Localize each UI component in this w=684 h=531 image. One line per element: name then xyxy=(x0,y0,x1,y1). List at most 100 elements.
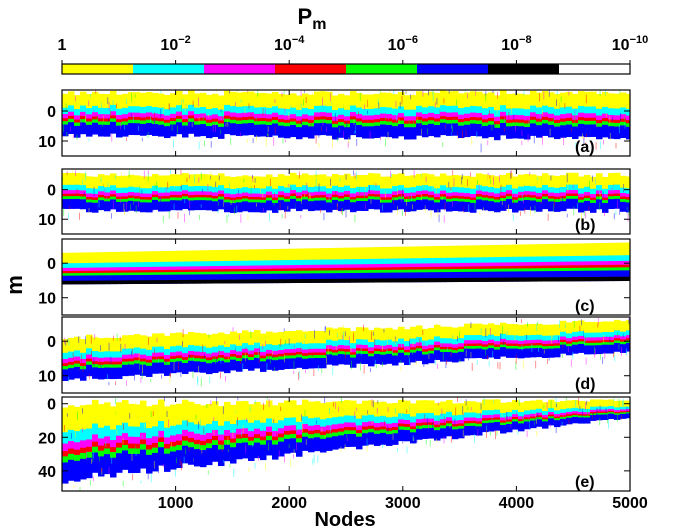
heatmap-cell xyxy=(104,280,111,285)
heatmap-cell xyxy=(386,343,393,349)
heatmap-cell xyxy=(296,442,297,451)
heatmap-cell xyxy=(68,446,75,454)
heatmap-cell xyxy=(530,199,537,211)
heatmap-cell xyxy=(108,342,110,351)
heatmap-cell xyxy=(171,403,173,407)
heatmap-cell xyxy=(336,204,338,211)
heatmap-cell xyxy=(392,351,399,356)
heatmap-cell xyxy=(80,189,87,195)
heatmap-cell xyxy=(298,372,299,381)
heatmap-cell xyxy=(536,341,543,346)
heatmap-cell xyxy=(512,416,519,420)
heatmap-cell xyxy=(380,328,387,341)
heatmap-cell xyxy=(158,357,165,363)
heatmap-cell xyxy=(524,244,531,257)
heatmap-cell xyxy=(152,105,159,114)
heatmap-cell xyxy=(63,207,65,217)
heatmap-cell xyxy=(494,334,501,342)
heatmap-cell xyxy=(452,118,459,124)
heatmap-cell xyxy=(320,104,327,113)
heatmap-cell xyxy=(290,436,297,453)
heatmap-cell xyxy=(152,361,159,374)
heatmap-cell xyxy=(206,358,213,364)
heatmap-cell xyxy=(596,173,603,186)
heatmap-cell xyxy=(585,142,587,146)
heatmap-cell xyxy=(236,201,243,213)
heatmap-cell xyxy=(296,330,303,343)
heatmap-cell xyxy=(462,406,464,415)
heatmap-cell xyxy=(104,452,111,475)
heatmap-cell xyxy=(200,260,207,267)
heatmap-cell xyxy=(212,117,219,122)
heatmap-cell xyxy=(440,195,447,200)
heatmap-cell xyxy=(572,412,579,416)
heatmap-cell xyxy=(95,90,97,94)
heatmap-cell xyxy=(194,422,201,434)
heatmap-cell xyxy=(368,346,375,351)
heatmap-cell xyxy=(132,115,134,123)
heatmap-cell xyxy=(446,422,453,427)
heatmap-cell xyxy=(586,400,588,405)
heatmap-cell xyxy=(359,92,361,102)
heatmap-cell xyxy=(194,106,201,115)
heatmap-cell xyxy=(350,347,352,353)
heatmap-cell xyxy=(62,192,69,197)
heatmap-cell xyxy=(128,273,135,285)
heatmap-cell xyxy=(338,278,345,283)
heatmap-cell xyxy=(402,189,404,197)
heatmap-cell xyxy=(440,114,447,120)
heatmap-cell xyxy=(206,260,213,267)
heatmap-cell xyxy=(620,112,627,119)
heatmap-cell xyxy=(584,119,591,125)
heatmap-cell xyxy=(494,95,501,111)
heatmap-cell xyxy=(554,342,561,346)
heatmap-cell xyxy=(383,411,385,418)
heatmap-cell xyxy=(386,429,393,435)
heatmap-cell xyxy=(584,276,591,282)
heatmap-cell xyxy=(408,196,410,201)
colorbar-label: Pm xyxy=(298,4,327,33)
heatmap-cell xyxy=(68,91,75,106)
heatmap-cell xyxy=(200,405,207,426)
heatmap-cell xyxy=(116,440,123,448)
heatmap-cell xyxy=(488,408,495,415)
heatmap-cell xyxy=(542,264,549,269)
heatmap-cell xyxy=(590,254,597,262)
heatmap-cell xyxy=(206,124,213,139)
heatmap-cell xyxy=(614,192,621,196)
heatmap-cell xyxy=(500,118,507,123)
heatmap-cell xyxy=(392,184,399,192)
heatmap-cell xyxy=(210,141,212,148)
heatmap-cell xyxy=(296,346,303,352)
heatmap-cell xyxy=(452,125,453,133)
heatmap-cell xyxy=(74,107,81,116)
heatmap-cell xyxy=(596,107,603,116)
heatmap-cell xyxy=(536,267,543,272)
heatmap-cell xyxy=(140,116,147,121)
heatmap-cell xyxy=(450,186,452,191)
heatmap-cell xyxy=(372,400,374,408)
heatmap-cell xyxy=(128,357,135,362)
heatmap-cell xyxy=(404,265,411,270)
heatmap-cell xyxy=(512,93,519,109)
heatmap-cell xyxy=(248,104,255,113)
heatmap-cell xyxy=(223,459,225,463)
heatmap-cell xyxy=(626,125,630,140)
heatmap-cell xyxy=(572,125,579,139)
heatmap-cell xyxy=(518,339,525,345)
heatmap-cell xyxy=(614,188,621,194)
heatmap-cell xyxy=(434,425,441,431)
heatmap-cell xyxy=(176,422,183,435)
heatmap-cell xyxy=(413,437,415,441)
heatmap-cell xyxy=(399,101,401,109)
heatmap-cell xyxy=(122,335,129,349)
heatmap-cell xyxy=(572,341,579,345)
heatmap-cell xyxy=(585,94,587,104)
heatmap-cell xyxy=(198,141,200,150)
colorbar-ticks: 1 10−2 10−4 10−6 10−8 10−10 xyxy=(58,34,648,64)
heatmap-cell xyxy=(152,434,159,443)
heatmap-cell xyxy=(110,338,117,352)
heatmap-cell xyxy=(602,410,609,413)
heatmap-cell xyxy=(254,116,261,122)
heatmap-cell xyxy=(74,192,81,197)
